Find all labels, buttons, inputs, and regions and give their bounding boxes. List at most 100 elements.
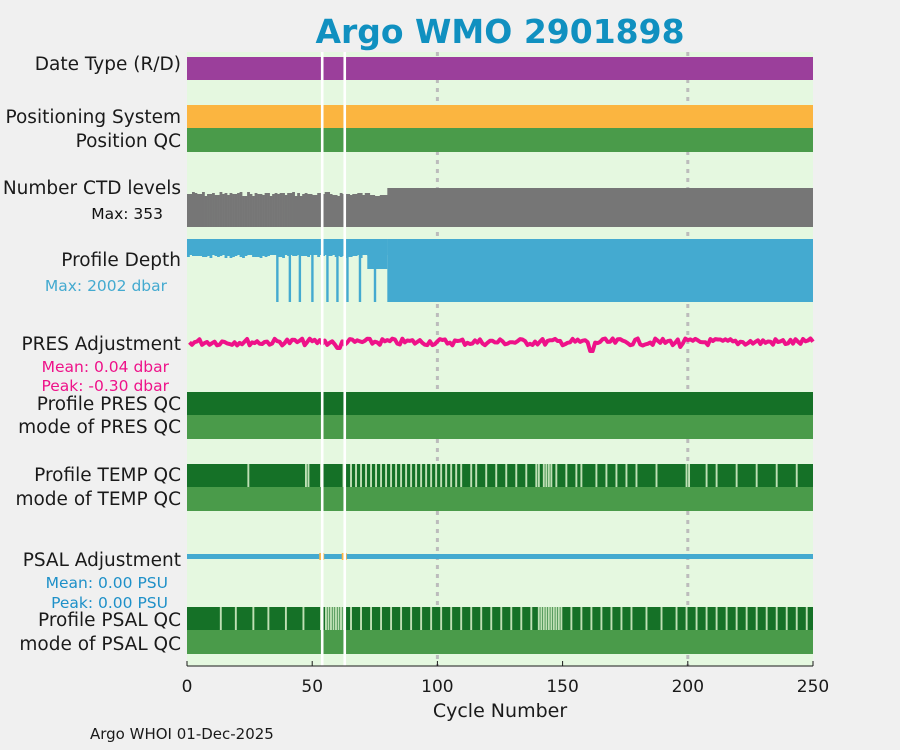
profile-psal-qc-flag-cycle-134: [520, 607, 523, 630]
position-qc-bar: [187, 128, 813, 152]
profile-psal-qc-flag-cycle-145: [547, 607, 550, 630]
ctd-levels-cycle-10: [209, 194, 213, 227]
profile-temp-qc-flag-cycle-108: [455, 464, 458, 487]
row-label-mode-temp-qc: mode of TEMP QC: [15, 489, 181, 510]
profile-psal-qc-flag-cycle-184: [645, 607, 648, 630]
mode-temp-qc-bar: [187, 487, 813, 511]
ctd-levels-cycle-52: [314, 195, 318, 227]
profile-depth-cycle-15: [222, 239, 225, 255]
profile-depth-cycle-29: [257, 239, 260, 257]
ctd-levels-cycle-76: [374, 196, 378, 227]
profile-psal-qc-flag-cycle-158: [580, 607, 583, 630]
profile-depth-cycle-19: [232, 239, 235, 257]
profile-temp-qc-flag-cycle-48: [304, 464, 307, 487]
ctd-levels-cycle-47: [302, 194, 305, 227]
profile-temp-qc-flag-cycle-152: [565, 464, 568, 487]
profile-psal-qc-flag-cycle-14: [219, 607, 222, 630]
profile-depth-cycle-69: [357, 239, 361, 255]
profile-depth-cycle-67: [352, 239, 356, 256]
profile-temp-qc-flag-cycle-244: [795, 464, 798, 487]
profile-psal-qc-flag-cycle-216: [725, 607, 728, 630]
profile-depth-cycle-68: [354, 239, 358, 256]
profile-psal-qc-flag-cycle-141: [537, 607, 540, 630]
profile-depth-deep-cycle-50: [311, 239, 314, 302]
depth-max-note: Max: 2002 dbar: [45, 277, 168, 295]
profile-psal-qc-flag-cycle-142: [540, 607, 543, 630]
pres-adjustment-line: [188, 336, 815, 353]
ctd-levels-cycle-19: [232, 194, 235, 227]
ctd-levels-cycle-35: [272, 194, 275, 227]
profile-temp-qc-flag-cycle-143: [542, 464, 545, 487]
profile-depth-cycle-57: [327, 239, 331, 256]
ctd-levels-cycle-17: [227, 195, 230, 227]
ctd-levels-cycle-34: [269, 196, 273, 227]
profile-depth-cycle-33: [267, 239, 270, 256]
profile-depth-cycle-6: [199, 239, 203, 256]
profile-psal-qc-flag-cycle-170: [610, 607, 613, 630]
ctd-levels-cycle-1: [187, 194, 190, 227]
ctd-levels-cycle-48: [304, 193, 308, 227]
profile-depth-cycle-1: [187, 239, 190, 257]
profile-depth-cycle-55: [322, 239, 326, 256]
profile-depth-cycle-46: [299, 239, 303, 256]
ctd-levels-cycle-29: [257, 194, 260, 227]
profile-psal-qc-flag-cycle-118: [480, 607, 483, 630]
profile-psal-qc-flag-cycle-56: [325, 607, 327, 630]
profile-psal-qc-flag-cycle-212: [715, 607, 718, 630]
profile-temp-qc-flag-cycle-49: [307, 464, 310, 487]
profile-psal-qc-flag-cycle-126: [500, 607, 503, 630]
ctd-levels-cycle-28: [254, 193, 258, 227]
profile-temp-qc-flag-cycle-146: [550, 464, 553, 487]
profile-temp-qc-flag-cycle-220: [735, 464, 738, 487]
ctd-levels-cycle-3: [192, 192, 195, 227]
profile-depth-cycle-37: [277, 239, 280, 257]
ctd-levels-cycle-50: [309, 194, 313, 227]
profile-temp-qc-flag-cycle-100: [435, 464, 438, 487]
ctd-levels-cycle-62: [339, 193, 343, 227]
profile-psal-qc-flag-cycle-208: [705, 607, 708, 630]
ctd-levels-cycle-38: [279, 193, 283, 227]
profile-depth-cycle-4: [194, 239, 198, 256]
profile-temp-qc-flag-cycle-70: [360, 464, 362, 487]
profile-depth-cycle-43: [292, 239, 295, 256]
footer-credit: Argo WHOI 01-Dec-2025: [90, 725, 274, 743]
profile-depth-cycle-64: [344, 239, 348, 258]
row-label-psal-adjustment: PSAL Adjustment: [23, 550, 181, 571]
profile-temp-qc-flag-cycle-86: [400, 464, 403, 487]
profile-temp-qc-flag-cycle-236: [775, 464, 778, 487]
profile-temp-qc-flag-cycle-78: [380, 464, 383, 487]
psal-adjustment-note-1: Mean: 0.00 PSU: [46, 574, 168, 592]
profile-psal-qc-flag-cycle-90: [410, 607, 413, 630]
profile-depth-cycle-31: [262, 239, 265, 256]
profile-temp-qc-flag-cycle-104: [445, 464, 448, 487]
plot-area: [187, 52, 813, 666]
profile-psal-qc-flag-cycle-70: [360, 607, 362, 630]
ctd-levels-cycle-32: [264, 193, 268, 227]
profile-temp-qc-flag-cycle-144: [545, 464, 548, 487]
profile-psal-qc-flag-cycle-150: [560, 607, 563, 630]
profile-psal-qc-flag-cycle-58: [330, 607, 332, 630]
profile-depth-transition: [367, 239, 388, 269]
ctd-levels-cycle-43: [292, 192, 295, 227]
profile-psal-qc-flag-cycle-228: [755, 607, 758, 630]
profile-temp-qc-flag-cycle-200: [685, 464, 688, 487]
profile-psal-qc-flag-cycle-102: [440, 607, 443, 630]
profile-temp-qc-flag-cycle-141: [537, 464, 540, 487]
profile-psal-qc-flag-cycle-27: [252, 607, 255, 630]
profile-psal-qc-flag-cycle-66: [350, 607, 352, 630]
profile-psal-qc-flag-cycle-236: [775, 607, 778, 630]
profile-depth-cycle-30: [259, 239, 263, 258]
row-label-profile-temp-qc: Profile TEMP QC: [34, 465, 181, 486]
ctd-levels-cycle-37: [277, 194, 280, 227]
ctd-levels-cycle-70: [359, 193, 363, 227]
profile-depth-cycle-20: [234, 239, 238, 256]
ctd-levels-cycle-80: [384, 195, 388, 227]
ctd-levels-cycle-9: [207, 194, 210, 227]
ctd-levels-cycle-42: [289, 193, 293, 227]
ctd-levels-cycle-27: [252, 196, 255, 227]
profile-temp-qc-flag-cycle-98: [430, 464, 433, 487]
row-label-profile-pres-qc: Profile PRES QC: [37, 394, 181, 415]
ctd-levels-cycle-61: [337, 196, 341, 227]
ctd-levels-cycle-57: [327, 192, 331, 227]
